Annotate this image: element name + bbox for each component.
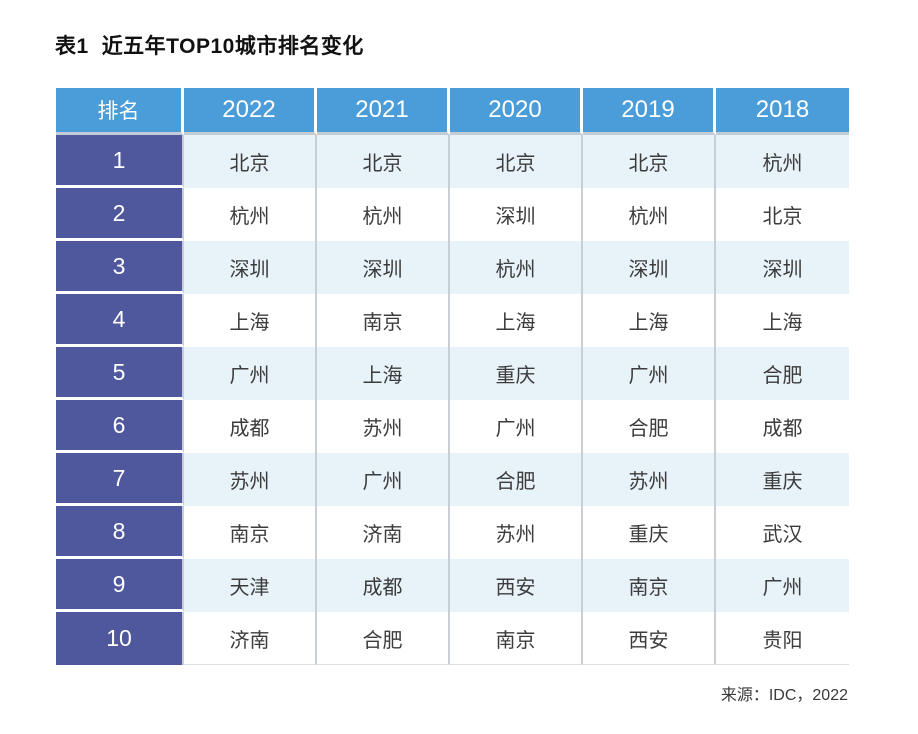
city-cell: 广州: [317, 453, 450, 506]
header-cell-2021: 2021: [317, 88, 450, 135]
city-cell: 南京: [317, 294, 450, 347]
city-cell: 合肥: [583, 400, 716, 453]
city-cell: 深圳: [450, 188, 583, 241]
city-cell: 合肥: [716, 347, 849, 400]
city-cell: 北京: [716, 188, 849, 241]
city-cell: 济南: [317, 506, 450, 559]
rank-cell: 1: [56, 135, 184, 188]
table-row: 10 济南 合肥 南京 西安 贵阳: [56, 612, 849, 665]
city-cell: 成都: [317, 559, 450, 612]
city-cell: 济南: [184, 612, 317, 665]
city-cell: 上海: [450, 294, 583, 347]
city-cell: 北京: [450, 135, 583, 188]
city-cell: 重庆: [583, 506, 716, 559]
header-cell-rank: 排名: [56, 88, 184, 135]
rank-cell: 4: [56, 294, 184, 347]
table-row: 6 成都 苏州 广州 合肥 成都: [56, 400, 849, 453]
header-cell-2018: 2018: [716, 88, 849, 135]
city-cell: 苏州: [583, 453, 716, 506]
rank-cell: 5: [56, 347, 184, 400]
city-cell: 广州: [450, 400, 583, 453]
city-cell: 深圳: [317, 241, 450, 294]
table-row: 4 上海 南京 上海 上海 上海: [56, 294, 849, 347]
city-cell: 杭州: [716, 135, 849, 188]
city-cell: 上海: [583, 294, 716, 347]
city-cell: 天津: [184, 559, 317, 612]
city-cell: 苏州: [450, 506, 583, 559]
city-cell: 北京: [317, 135, 450, 188]
city-cell: 上海: [184, 294, 317, 347]
table-row: 7 苏州 广州 合肥 苏州 重庆: [56, 453, 849, 506]
header-cell-2019: 2019: [583, 88, 716, 135]
table-row: 8 南京 济南 苏州 重庆 武汉: [56, 506, 849, 559]
city-cell: 南京: [184, 506, 317, 559]
rank-cell: 8: [56, 506, 184, 559]
city-cell: 深圳: [716, 241, 849, 294]
rank-cell: 3: [56, 241, 184, 294]
city-cell: 重庆: [450, 347, 583, 400]
source-note: 来源：IDC，2022: [720, 687, 848, 704]
city-cell: 重庆: [716, 453, 849, 506]
city-cell: 成都: [184, 400, 317, 453]
city-cell: 南京: [450, 612, 583, 665]
city-cell: 西安: [583, 612, 716, 665]
city-cell: 上海: [716, 294, 849, 347]
table-row: 1 北京 北京 北京 北京 杭州: [56, 135, 849, 188]
table-row: 5 广州 上海 重庆 广州 合肥: [56, 347, 849, 400]
city-cell: 北京: [583, 135, 716, 188]
city-cell: 苏州: [317, 400, 450, 453]
city-cell: 广州: [716, 559, 849, 612]
rank-cell: 2: [56, 188, 184, 241]
city-cell: 西安: [450, 559, 583, 612]
rank-cell: 6: [56, 400, 184, 453]
city-cell: 上海: [317, 347, 450, 400]
city-cell: 贵阳: [716, 612, 849, 665]
city-cell: 成都: [716, 400, 849, 453]
city-cell: 杭州: [184, 188, 317, 241]
city-cell: 南京: [583, 559, 716, 612]
city-cell: 合肥: [317, 612, 450, 665]
rank-cell: 10: [56, 612, 184, 665]
table-number-label: 表1: [55, 35, 89, 58]
city-cell: 广州: [583, 347, 716, 400]
city-cell: 苏州: [184, 453, 317, 506]
header-cell-2022: 2022: [184, 88, 317, 135]
header-cell-2020: 2020: [450, 88, 583, 135]
ranking-table: 排名 2022 2021 2020 2019 2018 1 北京 北京 北京 北…: [56, 88, 849, 665]
city-cell: 杭州: [583, 188, 716, 241]
rank-cell: 7: [56, 453, 184, 506]
table-title: 表1 近五年TOP10城市排名变化: [55, 30, 364, 60]
table-title-text: 近五年TOP10城市排名变化: [101, 35, 364, 58]
city-cell: 武汉: [716, 506, 849, 559]
table-row: 9 天津 成都 西安 南京 广州: [56, 559, 849, 612]
city-cell: 广州: [184, 347, 317, 400]
table-row: 2 杭州 杭州 深圳 杭州 北京: [56, 188, 849, 241]
city-cell: 合肥: [450, 453, 583, 506]
table-row: 3 深圳 深圳 杭州 深圳 深圳: [56, 241, 849, 294]
city-cell: 北京: [184, 135, 317, 188]
rank-cell: 9: [56, 559, 184, 612]
table-header-row: 排名 2022 2021 2020 2019 2018: [56, 88, 849, 135]
city-cell: 深圳: [583, 241, 716, 294]
city-cell: 杭州: [317, 188, 450, 241]
city-cell: 深圳: [184, 241, 317, 294]
city-cell: 杭州: [450, 241, 583, 294]
